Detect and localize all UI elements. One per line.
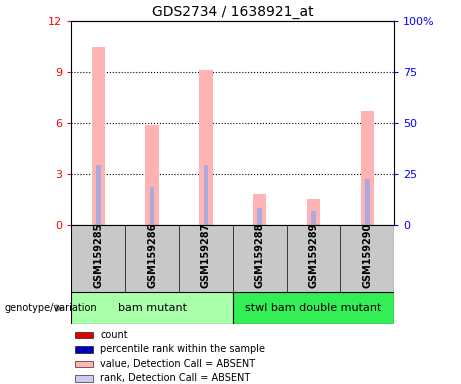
Bar [145, 124, 159, 225]
Bar [71, 292, 233, 324]
Text: count: count [100, 330, 128, 340]
Bar [233, 292, 394, 324]
Bar [96, 165, 100, 225]
Bar [311, 211, 316, 225]
Bar [75, 375, 93, 382]
Bar [92, 46, 105, 225]
Text: GSM159287: GSM159287 [201, 222, 211, 288]
Text: rank, Detection Call = ABSENT: rank, Detection Call = ABSENT [100, 373, 251, 384]
Bar [75, 346, 93, 353]
Bar [257, 208, 262, 225]
Text: GSM159290: GSM159290 [362, 222, 372, 288]
Text: GSM159288: GSM159288 [254, 222, 265, 288]
Text: GSM159289: GSM159289 [308, 222, 319, 288]
Title: GDS2734 / 1638921_at: GDS2734 / 1638921_at [152, 5, 313, 19]
Bar [253, 194, 266, 225]
Bar [75, 361, 93, 367]
Bar [361, 111, 374, 225]
Text: GSM159286: GSM159286 [147, 222, 157, 288]
Text: bam mutant: bam mutant [118, 303, 187, 313]
Bar [75, 332, 93, 338]
Bar [307, 199, 320, 225]
Bar [204, 165, 208, 225]
Text: value, Detection Call = ABSENT: value, Detection Call = ABSENT [100, 359, 255, 369]
Text: GSM159285: GSM159285 [93, 222, 103, 288]
Text: genotype/variation: genotype/variation [5, 303, 97, 313]
Text: percentile rank within the sample: percentile rank within the sample [100, 344, 266, 354]
Bar [199, 70, 213, 225]
Bar [150, 187, 154, 225]
Text: stwl bam double mutant: stwl bam double mutant [245, 303, 382, 313]
Bar [365, 179, 370, 225]
